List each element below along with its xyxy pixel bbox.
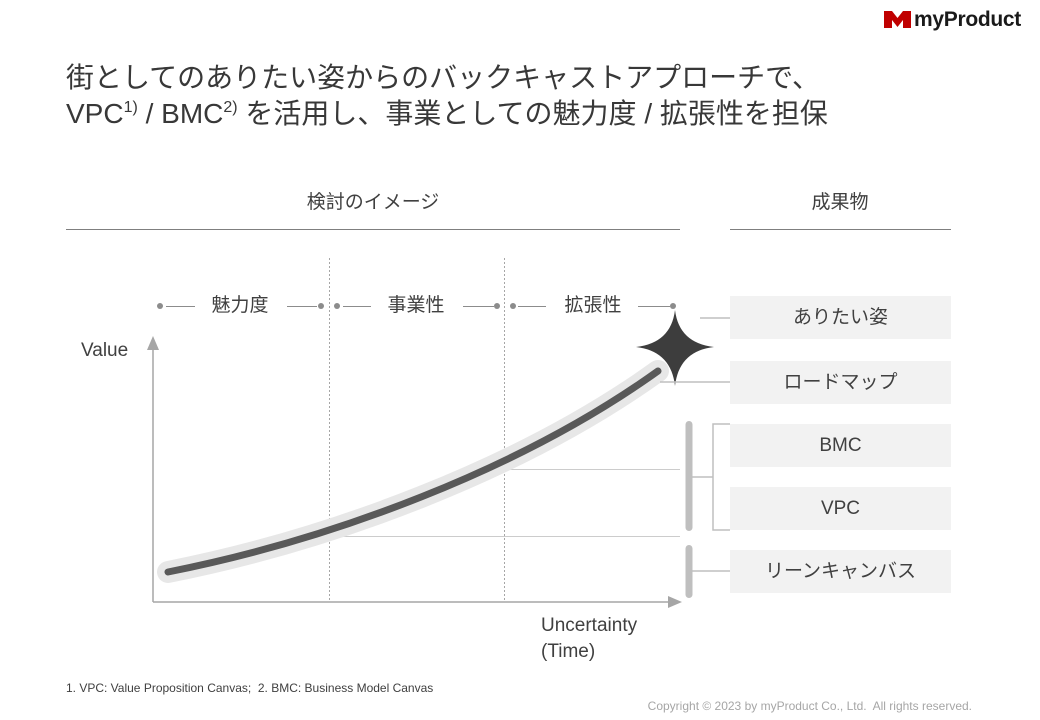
phase-dot bbox=[494, 303, 500, 309]
phase-dot bbox=[510, 303, 516, 309]
x-axis-label-line-2: (Time) bbox=[541, 641, 596, 662]
phase-dot bbox=[670, 303, 676, 309]
bracket-bar-upper bbox=[685, 421, 693, 531]
deliverable-roadmap: ロードマップ bbox=[730, 361, 951, 404]
phase-dot bbox=[157, 303, 163, 309]
title-rest: を活用し、事業としての魅力度 / 拡張性を担保 bbox=[237, 98, 828, 129]
logo-mark-icon bbox=[884, 11, 911, 28]
logo-text: myProduct bbox=[914, 8, 1021, 31]
sparkle-star-icon bbox=[636, 310, 714, 386]
footnote-ref-2: 2) bbox=[223, 99, 238, 116]
section-header-study: 検討のイメージ bbox=[306, 192, 440, 213]
phase-label-attractiveness: 魅力度 bbox=[211, 295, 269, 316]
value-curve-glow bbox=[157, 360, 669, 583]
deliverable-lean-canvas: リーンキャンバス bbox=[730, 550, 951, 593]
section-header-deliverables: 成果物 bbox=[811, 192, 869, 213]
bracket-bmc-vpc bbox=[712, 423, 730, 531]
title-bmc: / BMC bbox=[137, 98, 224, 129]
phase-dot bbox=[334, 303, 340, 309]
footnote: 1. VPC: Value Proposition Canvas; 2. BMC… bbox=[66, 681, 434, 695]
copyright-notice: Copyright © 2023 by myProduct Co., Ltd. … bbox=[647, 699, 972, 713]
deliverable-bmc: BMC bbox=[730, 424, 951, 467]
deliverable-vpc: VPC bbox=[730, 487, 951, 530]
y-axis-arrow-icon bbox=[147, 336, 159, 350]
title-line-2: VPC1) / BMC2) を活用し、事業としての魅力度 / 拡張性を担保 bbox=[66, 96, 828, 132]
value-curve bbox=[164, 367, 662, 576]
deliverable-vision: ありたい姿 bbox=[730, 296, 951, 339]
footnote-ref-1: 1) bbox=[123, 99, 138, 116]
phase-label-business: 事業性 bbox=[387, 295, 445, 316]
x-axis-arrow-icon bbox=[668, 596, 682, 608]
y-axis-label: Value bbox=[81, 340, 129, 361]
title-line-1: 街としてのありたい姿からのバックキャストアプローチで、 bbox=[66, 62, 821, 93]
x-axis-label-line-1: Uncertainty bbox=[541, 615, 638, 636]
bracket-bar-lower bbox=[685, 545, 693, 598]
phase-dot bbox=[318, 303, 324, 309]
title-vpc: VPC bbox=[66, 98, 124, 129]
phase-label-scalability: 拡張性 bbox=[564, 295, 622, 316]
